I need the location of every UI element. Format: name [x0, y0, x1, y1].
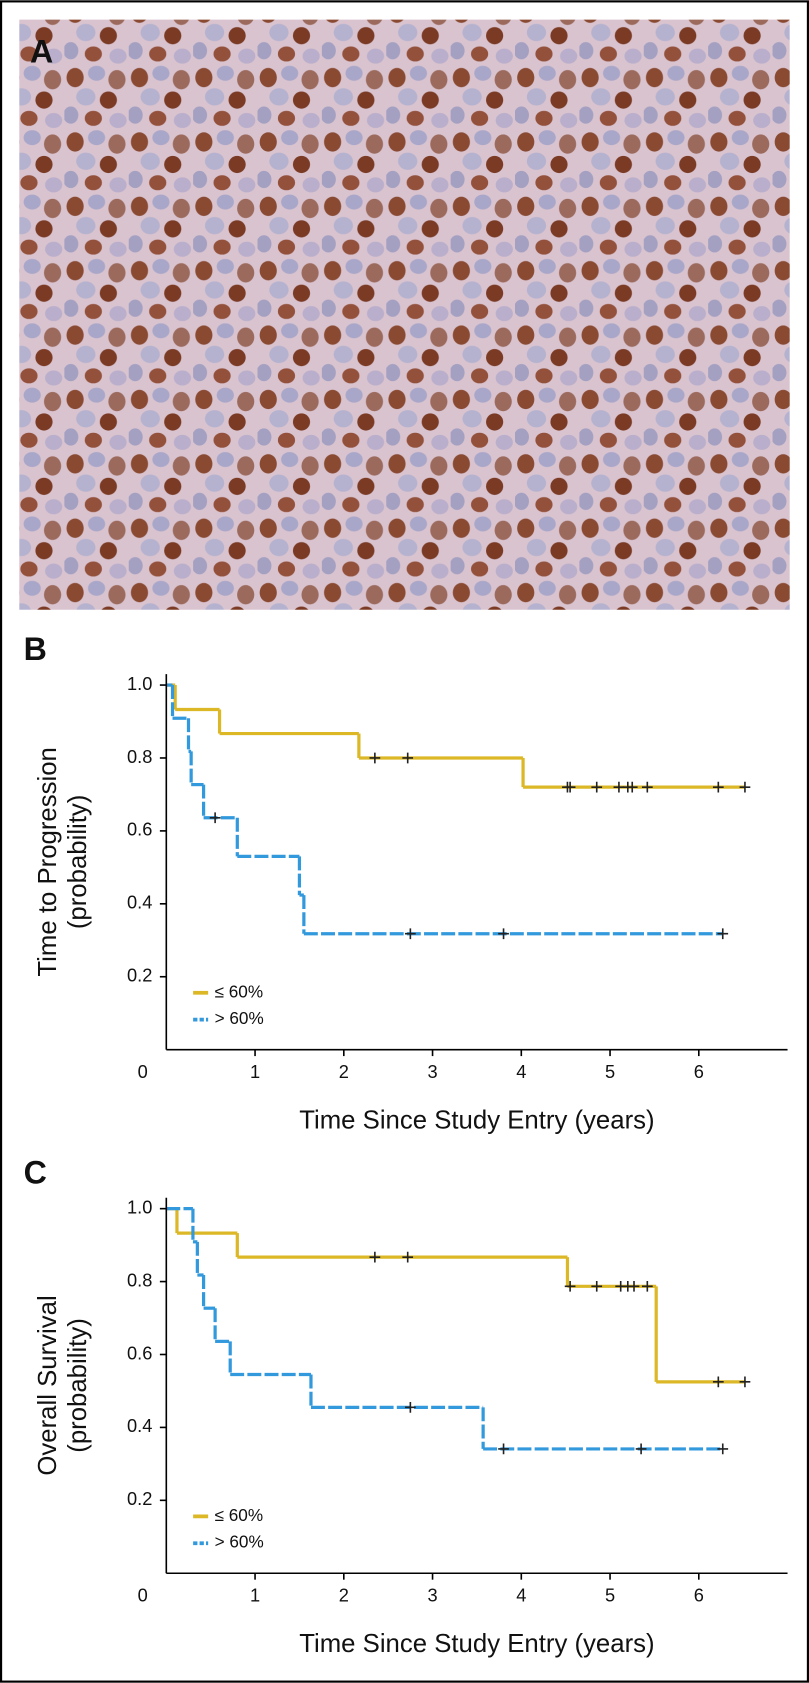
- x-tick-label: 0: [138, 1585, 148, 1606]
- y-tick-label: 0.4: [127, 1415, 152, 1436]
- legend-label: ≤ 60%: [215, 1505, 264, 1525]
- legend-label: > 60%: [215, 1008, 264, 1028]
- censor-mark: [626, 781, 638, 793]
- panel-label: B: [24, 631, 47, 667]
- y-tick-label: 0.2: [127, 1488, 152, 1509]
- x-tick-label: 5: [605, 1061, 615, 1082]
- legend-label: ≤ 60%: [215, 981, 264, 1001]
- censor-mark: [591, 781, 603, 793]
- y-tick-label: 0.6: [127, 1342, 152, 1363]
- censor-mark: [369, 752, 381, 764]
- censor-mark: [591, 1280, 603, 1292]
- censor-mark: [717, 1443, 729, 1455]
- panel-label: A: [30, 33, 53, 69]
- x-tick-label: 3: [427, 1061, 437, 1082]
- censor-mark: [739, 781, 751, 793]
- x-tick-label: 6: [694, 1585, 704, 1606]
- censor-mark: [369, 1251, 381, 1263]
- censor-mark: [498, 1443, 509, 1455]
- censor-mark: [498, 928, 509, 940]
- censor-mark: [641, 781, 653, 793]
- y-tick-label: 0.2: [127, 965, 152, 986]
- x-tick-label: 1: [250, 1061, 260, 1082]
- censor-mark: [712, 1376, 724, 1388]
- panel-label: C: [24, 1155, 47, 1191]
- y-tick-label: 1.0: [127, 673, 152, 694]
- x-tick-label: 2: [339, 1061, 349, 1082]
- x-tick-label: 0: [138, 1061, 148, 1082]
- micrograph: [19, 19, 790, 610]
- y-tick-label: 1.0: [127, 1196, 152, 1217]
- y-axis-title: (probability): [64, 795, 92, 930]
- y-tick-label: 0.8: [127, 746, 152, 767]
- legend-label: > 60%: [215, 1532, 264, 1552]
- censor-mark: [402, 752, 414, 764]
- censor-mark: [564, 781, 576, 793]
- censor-mark: [402, 1251, 414, 1263]
- x-axis-title: Time Since Study Entry (years): [299, 1630, 654, 1658]
- censor-mark: [404, 1401, 416, 1413]
- censor-mark: [712, 781, 724, 793]
- x-tick-label: 1: [250, 1585, 260, 1606]
- censor-mark: [739, 1376, 751, 1388]
- x-tick-label: 5: [605, 1585, 615, 1606]
- x-tick-label: 4: [516, 1585, 526, 1606]
- y-axis-title: Overall Survival: [34, 1295, 62, 1475]
- censor-mark: [641, 1280, 653, 1292]
- y-tick-label: 0.8: [127, 1269, 152, 1290]
- x-tick-label: 2: [339, 1585, 349, 1606]
- censor-mark: [628, 1280, 640, 1292]
- censor-mark: [635, 1443, 647, 1455]
- y-axis-title: (probability): [64, 1318, 92, 1453]
- x-tick-label: 6: [694, 1061, 704, 1082]
- censor-mark: [717, 928, 729, 940]
- censor-mark: [209, 812, 221, 824]
- y-axis-title: Time to Progression: [34, 747, 62, 976]
- x-axis-title: Time Since Study Entry (years): [299, 1106, 654, 1134]
- y-tick-label: 0.4: [127, 892, 152, 913]
- x-tick-label: 3: [427, 1585, 437, 1606]
- censor-mark: [564, 1280, 576, 1292]
- x-tick-label: 4: [516, 1061, 526, 1082]
- y-tick-label: 0.6: [127, 819, 152, 840]
- censor-mark: [404, 928, 416, 940]
